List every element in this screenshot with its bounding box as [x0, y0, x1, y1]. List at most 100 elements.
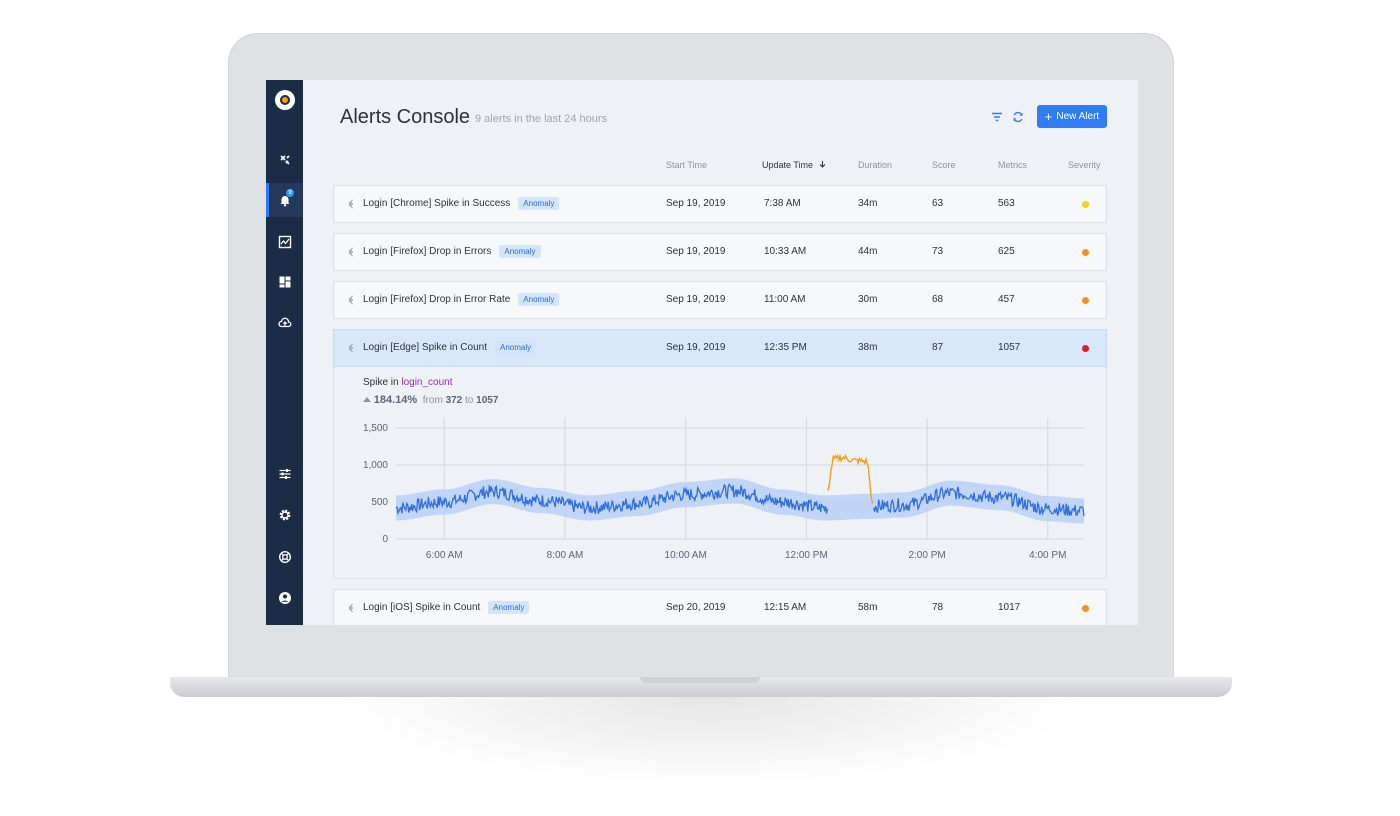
triangle-up-icon — [363, 397, 371, 402]
update-time-cell: 12:15 AM — [764, 602, 807, 613]
alert-row[interactable]: Login [Firefox] Drop in Errors Anomaly Se… — [333, 233, 1107, 271]
laptop-shadow — [330, 697, 1090, 787]
main-series-line — [395, 482, 829, 515]
alert-name: Login [Firefox] Drop in Error Rate — [363, 294, 511, 305]
duration-cell: 58m — [858, 602, 878, 613]
new-alert-label: New Alert — [1056, 111, 1100, 122]
change-percent: 184.14% — [373, 394, 418, 406]
severity-dot — [1082, 605, 1089, 612]
alert-name-cell: Login [Chrome] Spike in Success Anomaly — [363, 186, 560, 222]
alert-name-cell: Login [iOS] Spike in Count Anomaly — [363, 590, 530, 625]
start-time-cell: Sep 19, 2019 — [666, 198, 726, 209]
app-logo[interactable] — [275, 90, 295, 110]
update-time-cell: 11:00 AM — [764, 294, 806, 305]
alert-name: Login [Edge] Spike in Count — [363, 342, 487, 353]
x-tick-label: 6:00 AM — [426, 550, 463, 561]
anomaly-series-line — [826, 453, 874, 504]
refresh-icon[interactable] — [1011, 110, 1025, 124]
y-tick-label: 500 — [371, 497, 388, 508]
main-series-line — [873, 486, 1085, 517]
notification-badge: 9 — [286, 189, 294, 197]
cloud-upload-icon[interactable] — [266, 306, 303, 340]
alert-row[interactable]: Login [iOS] Spike in Count Anomaly Sep 20… — [333, 589, 1107, 625]
metrics-cell: 457 — [998, 294, 1015, 305]
dashboard-icon[interactable] — [266, 265, 303, 299]
x-tick-label: 12:00 PM — [785, 550, 828, 561]
start-time-cell: Sep 19, 2019 — [666, 294, 726, 305]
metrics-cell: 625 — [998, 246, 1015, 257]
signal-icon — [348, 295, 353, 305]
bell-icon[interactable]: 9 — [266, 183, 303, 217]
plus-icon: + — [1044, 108, 1053, 124]
spike-description: Spike in login_count — [363, 377, 453, 388]
metrics-cell: 563 — [998, 198, 1015, 209]
y-tick-label: 0 — [382, 534, 388, 545]
column-update-time-label: Update Time — [762, 160, 814, 170]
signal-icon — [348, 603, 353, 613]
sidebar: 9 — [266, 80, 303, 625]
start-time-cell: Sep 19, 2019 — [666, 342, 726, 353]
anomaly-tag: Anomaly — [488, 600, 530, 614]
alert-row-selected[interactable]: Login [Edge] Spike in Count Anomaly Sep 1… — [333, 329, 1107, 367]
alert-name: Login [Chrome] Spike in Success — [363, 198, 511, 209]
sort-down-icon — [819, 161, 825, 168]
severity-dot — [1082, 201, 1089, 208]
x-tick-label: 4:00 PM — [1029, 550, 1066, 561]
filter-icon[interactable] — [990, 110, 1004, 124]
column-severity[interactable]: Severity — [1068, 160, 1101, 170]
score-cell: 73 — [932, 246, 944, 257]
from-value: 372 — [445, 395, 463, 406]
duration-cell: 44m — [858, 246, 878, 257]
score-cell: 87 — [932, 342, 944, 353]
x-tick-label: 10:00 AM — [665, 550, 707, 561]
app-screen: 9 Alerts Console 9 alerts in the last 24… — [266, 80, 1138, 625]
anomaly-tag: Anomaly — [494, 340, 537, 354]
severity-dot — [1082, 345, 1089, 352]
satellite-icon[interactable] — [266, 143, 303, 177]
start-time-cell: Sep 20, 2019 — [666, 602, 726, 613]
column-metrics[interactable]: Metrics — [998, 160, 1027, 170]
metric-name-link[interactable]: login_count — [401, 377, 453, 388]
lifebuoy-icon[interactable] — [266, 540, 303, 574]
alert-name-cell: Login [Firefox] Drop in Error Rate Anomal… — [363, 282, 560, 318]
new-alert-button[interactable]: + New Alert — [1037, 105, 1107, 128]
signal-icon — [348, 247, 353, 257]
anomaly-tag: Anomaly — [518, 196, 560, 210]
change-summary: 184.14% from 372 to 1057 — [363, 394, 498, 406]
confidence-band — [396, 478, 1084, 524]
score-cell: 63 — [932, 198, 944, 209]
signal-icon — [348, 343, 353, 353]
to-value: 1057 — [476, 395, 499, 406]
page-title: Alerts Console — [340, 106, 471, 128]
anomaly-tag: Anomaly — [518, 292, 560, 306]
duration-cell: 38m — [858, 342, 878, 353]
column-score[interactable]: Score — [932, 160, 956, 170]
y-tick-label: 1,500 — [363, 423, 388, 434]
alert-name-cell: Login [Edge] Spike in Count Anomaly — [363, 330, 537, 366]
anomaly-chart[interactable]: 0 500 1,000 1,500 6:00 AM 8:00 AM 10:00 AM 12:0… — [334, 367, 1106, 579]
alert-name-cell: Login [Firefox] Drop in Errors Anomaly — [363, 234, 541, 270]
duration-cell: 30m — [858, 294, 878, 305]
signal-icon — [348, 199, 353, 209]
x-tick-label: 2:00 PM — [908, 550, 945, 561]
alert-name: Login [iOS] Spike in Count — [363, 602, 481, 613]
alert-row[interactable]: Login [Firefox] Drop in Error Rate Anomal… — [333, 281, 1107, 319]
laptop-base — [170, 677, 1232, 697]
y-tick-label: 1,000 — [363, 460, 388, 471]
severity-dot — [1082, 249, 1089, 256]
column-update-time[interactable]: Update Time — [762, 160, 827, 170]
gear-icon[interactable] — [266, 498, 303, 532]
update-time-cell: 7:38 AM — [764, 198, 801, 209]
alert-name: Login [Firefox] Drop in Errors — [363, 246, 492, 257]
score-cell: 68 — [932, 294, 944, 305]
activity-chart-icon[interactable] — [266, 225, 303, 259]
column-start-time[interactable]: Start Time — [666, 160, 708, 170]
to-word: to — [465, 395, 474, 406]
alert-row[interactable]: Login [Chrome] Spike in Success Anomaly S… — [333, 185, 1107, 223]
duration-cell: 34m — [858, 198, 878, 209]
page-subtitle: 9 alerts in the last 24 hours — [475, 113, 608, 125]
spike-prefix: Spike in — [363, 377, 399, 388]
column-duration[interactable]: Duration — [858, 160, 893, 170]
user-icon[interactable] — [266, 581, 303, 615]
sliders-icon[interactable] — [266, 457, 303, 491]
